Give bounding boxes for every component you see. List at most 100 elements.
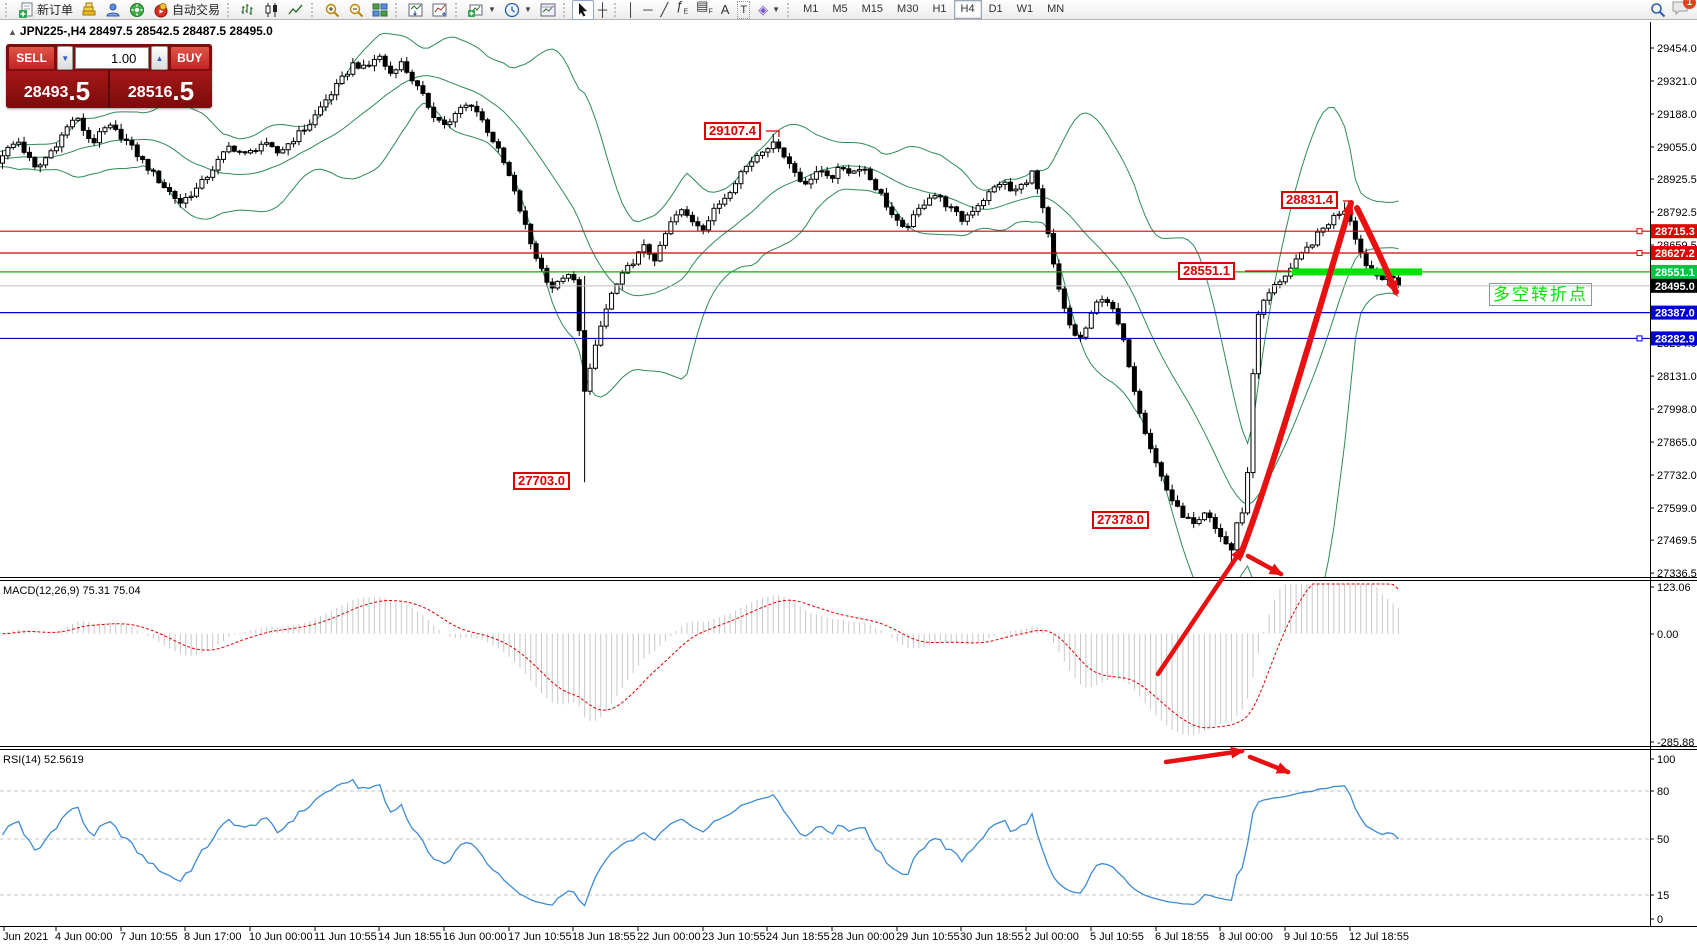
svg-text:4 Jun 00:00: 4 Jun 00:00 <box>55 931 113 943</box>
price-annotation-label[interactable]: 28831.4 <box>1281 191 1338 209</box>
volume-increase-button[interactable]: ▲ <box>151 46 168 70</box>
svg-text:0.00: 0.00 <box>1657 629 1678 641</box>
buy-price-main: 28516 <box>127 84 173 101</box>
toolbar-grip <box>5 2 11 17</box>
new-indicator-window-button[interactable] <box>404 0 428 20</box>
chat-button[interactable]: 1 <box>1672 0 1696 20</box>
svg-text:18 Jun 18:55: 18 Jun 18:55 <box>572 931 636 943</box>
text-label-icon: T <box>737 0 751 19</box>
volume-input[interactable] <box>75 47 150 69</box>
tab-timeframe-m5[interactable]: M5 <box>832 3 848 15</box>
svg-text:27732.0: 27732.0 <box>1657 470 1697 482</box>
text-tool-button[interactable]: A <box>717 0 734 20</box>
tab-timeframe-w1[interactable]: W1 <box>1016 3 1034 15</box>
chart-title: ▲ JPN225-,H4 28497.5 28542.5 28487.5 2849… <box>8 24 273 38</box>
data-window-button[interactable] <box>101 0 125 20</box>
svg-text:2 Jul 00:00: 2 Jul 00:00 <box>1025 931 1079 943</box>
tab-timeframe-m15[interactable]: M15 <box>861 3 884 15</box>
template-icon <box>540 3 556 16</box>
svg-text:17 Jun 10:55: 17 Jun 10:55 <box>508 931 572 943</box>
navigator-button[interactable] <box>125 0 149 20</box>
candle-chart-mode-button[interactable] <box>260 0 284 20</box>
bar-chart-mode-button[interactable] <box>236 0 260 20</box>
svg-text:7 Jun 10:55: 7 Jun 10:55 <box>120 931 178 943</box>
svg-text:29321.0: 29321.0 <box>1657 76 1697 88</box>
svg-text:80: 80 <box>1657 786 1669 798</box>
dropdown-arrow-icon: ▼ <box>772 5 781 14</box>
svg-text:10 Jun 00:00: 10 Jun 00:00 <box>249 931 313 943</box>
toolbar-grip <box>562 2 569 17</box>
zoom-in-button[interactable] <box>320 0 344 20</box>
tab-timeframe-d1[interactable]: D1 <box>988 3 1003 15</box>
svg-text:6 Jul 18:55: 6 Jul 18:55 <box>1155 931 1209 943</box>
autotrade-label: 自动交易 <box>172 3 221 17</box>
navigator-icon <box>130 2 145 17</box>
highlight-green-bar <box>1292 268 1422 276</box>
search-icon[interactable] <box>1650 2 1666 18</box>
rsi-pane <box>0 778 1650 907</box>
cursor-icon <box>578 3 587 17</box>
period-button[interactable]: ▼ <box>500 0 536 20</box>
trendline-tool-button[interactable]: ╱ <box>656 0 672 20</box>
buy-button[interactable]: BUY <box>169 46 210 70</box>
tab-timeframe-h4[interactable]: H4 <box>953 0 982 19</box>
tab-timeframe-h1[interactable]: H1 <box>932 3 947 15</box>
crosshair-tool-button[interactable]: ┼ <box>594 0 611 20</box>
candlestick-layer <box>0 53 1402 563</box>
toolbar-grip <box>311 2 317 17</box>
one-click-toggle-icon[interactable]: ▲ <box>8 27 17 37</box>
market-watch-button[interactable] <box>77 0 101 20</box>
price-annotation-label[interactable]: 27703.0 <box>513 472 570 490</box>
horizontal-line-tool-button[interactable]: ─ <box>639 0 656 20</box>
svg-text:27336.5: 27336.5 <box>1657 568 1697 580</box>
dropdown-arrow-icon: ▼ <box>523 5 532 14</box>
fibonacci-tool-button[interactable]: ƒE <box>672 0 692 20</box>
svg-text:22 Jun 00:00: 22 Jun 00:00 <box>637 931 701 943</box>
tab-timeframe-m30[interactable]: M30 <box>897 3 919 15</box>
autotrade-icon <box>154 2 168 17</box>
indicator-list-button[interactable] <box>428 0 452 20</box>
line-chart-mode-button[interactable] <box>284 0 308 20</box>
chart-title-text: JPN225-,H4 28497.5 28542.5 28487.5 28495… <box>19 24 273 38</box>
turning-point-text[interactable]: 多空转折点 <box>1489 283 1592 306</box>
sell-button[interactable]: SELL <box>8 46 56 70</box>
vertical-line-tool-button[interactable]: │ <box>623 0 639 20</box>
cursor-tool-button[interactable] <box>571 0 594 20</box>
add-indicator-button[interactable]: ▼ <box>464 0 500 20</box>
candle-chart-icon <box>265 2 278 17</box>
autotrade-button[interactable]: 自动交易 <box>149 0 224 20</box>
crosshair-icon: ┼ <box>597 1 608 17</box>
buy-price-display[interactable]: 28516.5 <box>110 71 212 107</box>
templates-button[interactable] <box>536 0 560 20</box>
tab-timeframe-mn[interactable]: MN <box>1047 3 1065 15</box>
price-annotation-label[interactable]: 27378.0 <box>1092 511 1149 529</box>
svg-text:12 Jul 18:55: 12 Jul 18:55 <box>1349 931 1409 943</box>
svg-text:14 Jun 18:55: 14 Jun 18:55 <box>378 931 442 943</box>
svg-text:29 Jun 10:55: 29 Jun 10:55 <box>896 931 960 943</box>
svg-text:0: 0 <box>1657 914 1663 926</box>
arrows-tool-button[interactable]: ◈ ▼ <box>754 0 784 20</box>
volume-decrease-button[interactable]: ▼ <box>57 46 74 70</box>
price-annotation-label[interactable]: 28551.1 <box>1178 262 1235 280</box>
price-annotation-label[interactable]: 29107.4 <box>704 122 761 140</box>
notification-badge: 1 <box>1683 0 1696 9</box>
dropdown-arrow-icon: ▼ <box>488 5 496 14</box>
toolbar: 新订单 自动交易 <box>0 0 1697 20</box>
sell-price-display[interactable]: 28493.5 <box>6 71 108 107</box>
svg-text:28131.0: 28131.0 <box>1657 371 1697 383</box>
buy-price-fraction: .5 <box>172 76 195 106</box>
new-order-button[interactable]: 新订单 <box>14 0 77 20</box>
svg-text:15: 15 <box>1657 890 1669 902</box>
indicator-list-icon <box>432 3 447 16</box>
text-label-tool-button[interactable]: T <box>733 0 754 20</box>
tile-windows-button[interactable] <box>368 0 392 20</box>
zoom-out-button[interactable] <box>344 0 368 20</box>
svg-text:16 Jun 00:00: 16 Jun 00:00 <box>443 931 507 943</box>
tab-timeframe-m1[interactable]: M1 <box>803 3 819 15</box>
channel-tool-button[interactable]: ▤F <box>692 0 717 20</box>
svg-text:28715.3: 28715.3 <box>1655 226 1695 238</box>
svg-text:-285.88: -285.88 <box>1657 737 1694 749</box>
macd-label: MACD(12,26,9) 75.31 75.04 <box>3 585 141 597</box>
